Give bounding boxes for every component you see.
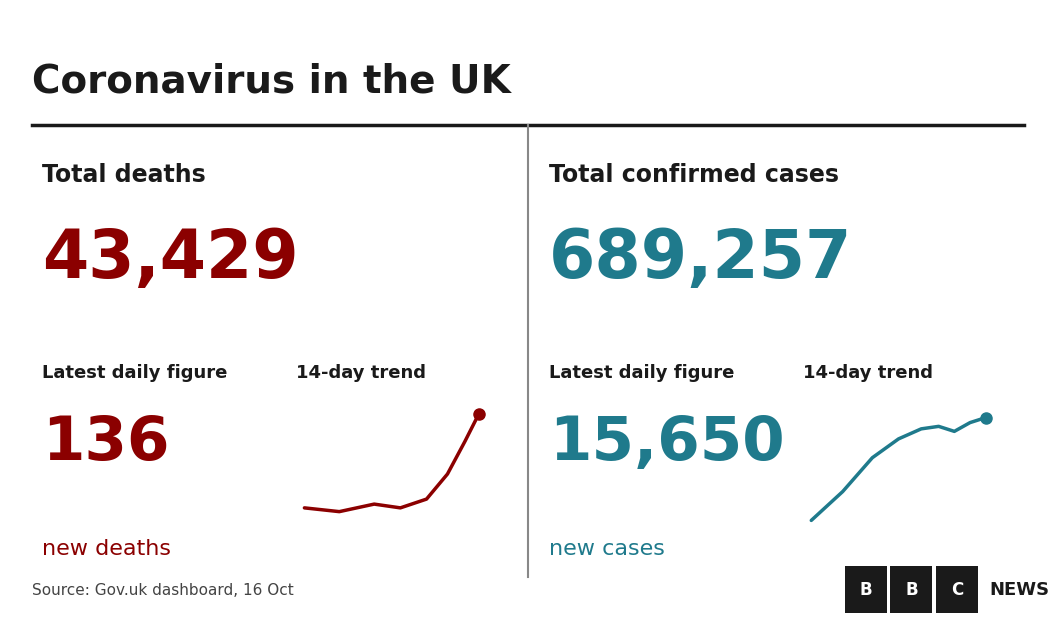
Text: Total confirmed cases: Total confirmed cases (549, 163, 840, 187)
Text: Coronavirus in the UK: Coronavirus in the UK (32, 63, 510, 101)
Text: Total deaths: Total deaths (42, 163, 206, 187)
Text: Latest daily figure: Latest daily figure (549, 364, 735, 382)
Text: B: B (860, 581, 872, 599)
FancyBboxPatch shape (936, 566, 978, 613)
Text: 14-day trend: 14-day trend (803, 364, 932, 382)
FancyBboxPatch shape (845, 566, 887, 613)
Text: 689,257: 689,257 (549, 226, 852, 292)
FancyBboxPatch shape (890, 566, 932, 613)
Text: 136: 136 (42, 414, 170, 473)
Text: NEWS: NEWS (989, 581, 1050, 599)
Text: B: B (905, 581, 918, 599)
Text: 14-day trend: 14-day trend (296, 364, 426, 382)
Text: new deaths: new deaths (42, 539, 171, 559)
Text: Source: Gov.uk dashboard, 16 Oct: Source: Gov.uk dashboard, 16 Oct (32, 583, 294, 598)
Text: C: C (950, 581, 963, 599)
Text: Latest daily figure: Latest daily figure (42, 364, 228, 382)
Text: new cases: new cases (549, 539, 665, 559)
Text: 43,429: 43,429 (42, 226, 299, 292)
Text: 15,650: 15,650 (549, 414, 785, 473)
